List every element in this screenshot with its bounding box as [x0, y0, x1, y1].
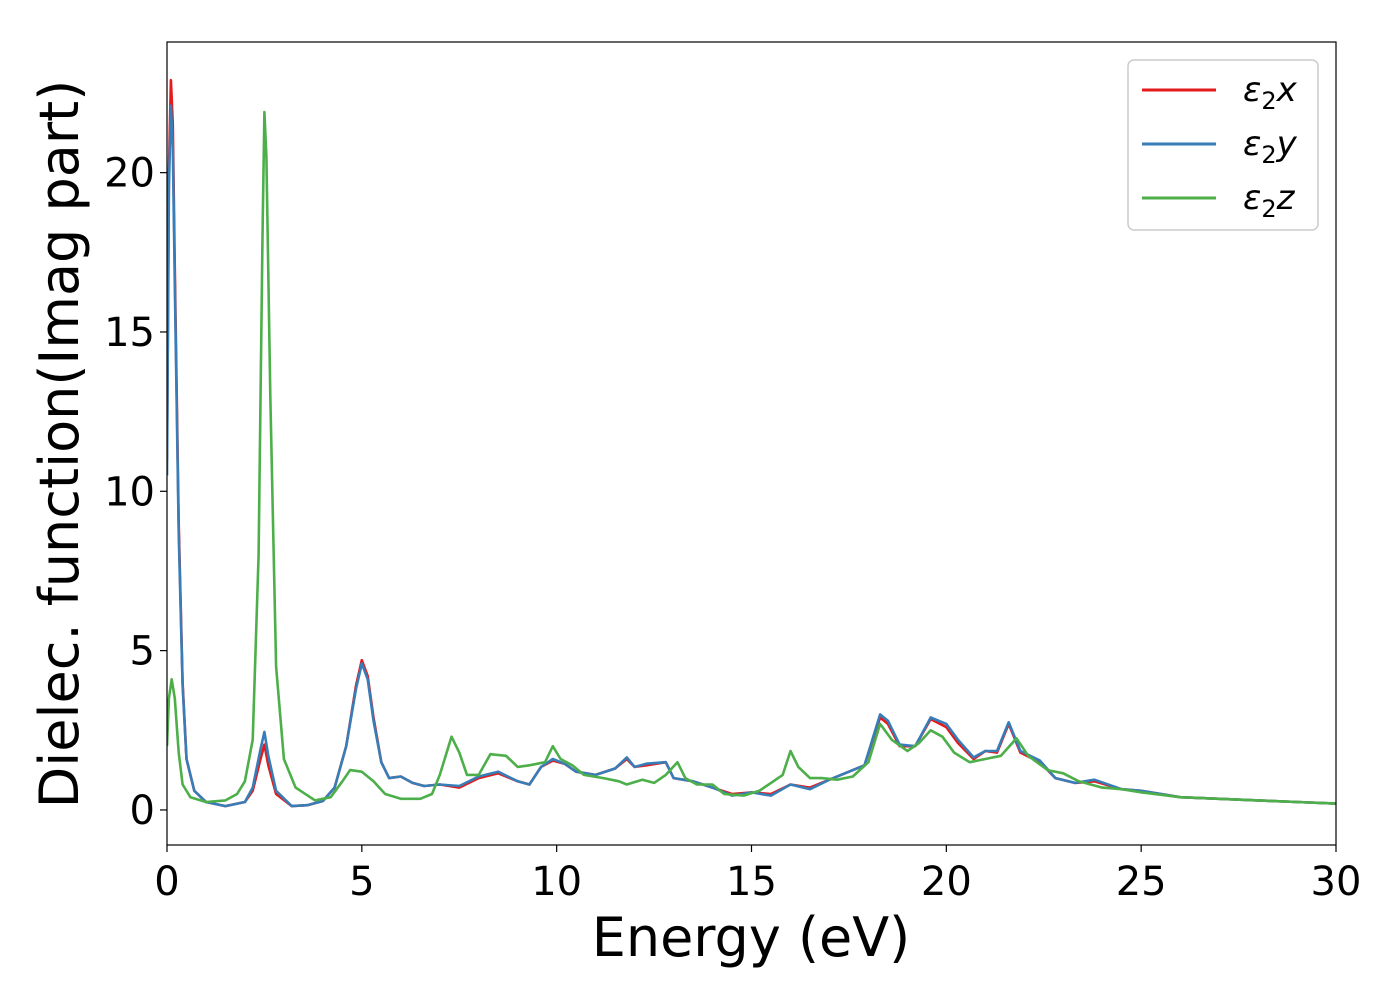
series-line-z [167, 110, 1336, 805]
x-tick-label: 5 [349, 859, 374, 905]
x-tick-label: 15 [726, 859, 777, 905]
x-tick-label: 30 [1311, 859, 1362, 905]
y-tick-label: 10 [104, 469, 155, 515]
series-layer [167, 78, 1336, 808]
y-axis-title: Dielec. function(Imag part) [28, 80, 91, 809]
x-tick-label: 20 [921, 859, 972, 905]
legend-label-y: ε2y [1243, 124, 1298, 169]
legend-label-z: ε2z [1243, 178, 1296, 223]
x-axis: 0 5 10 15 20 25 30 [154, 845, 1361, 905]
legend-label-x: ε2x [1243, 70, 1298, 115]
x-tick-label: 0 [154, 859, 179, 905]
y-tick-label: 15 [104, 310, 155, 356]
legend-box [1127, 59, 1319, 231]
x-tick-label: 25 [1116, 859, 1167, 905]
y-tick-label: 0 [130, 788, 155, 834]
legend: ε2x ε2y ε2z [1127, 59, 1319, 231]
x-axis-title: Energy (eV) [592, 906, 911, 969]
y-axis: 0 5 10 15 20 [104, 151, 167, 834]
x-tick-label: 10 [531, 859, 582, 905]
series-line-y [167, 104, 1336, 808]
y-tick-label: 20 [104, 151, 155, 197]
y-tick-label: 5 [130, 629, 155, 675]
